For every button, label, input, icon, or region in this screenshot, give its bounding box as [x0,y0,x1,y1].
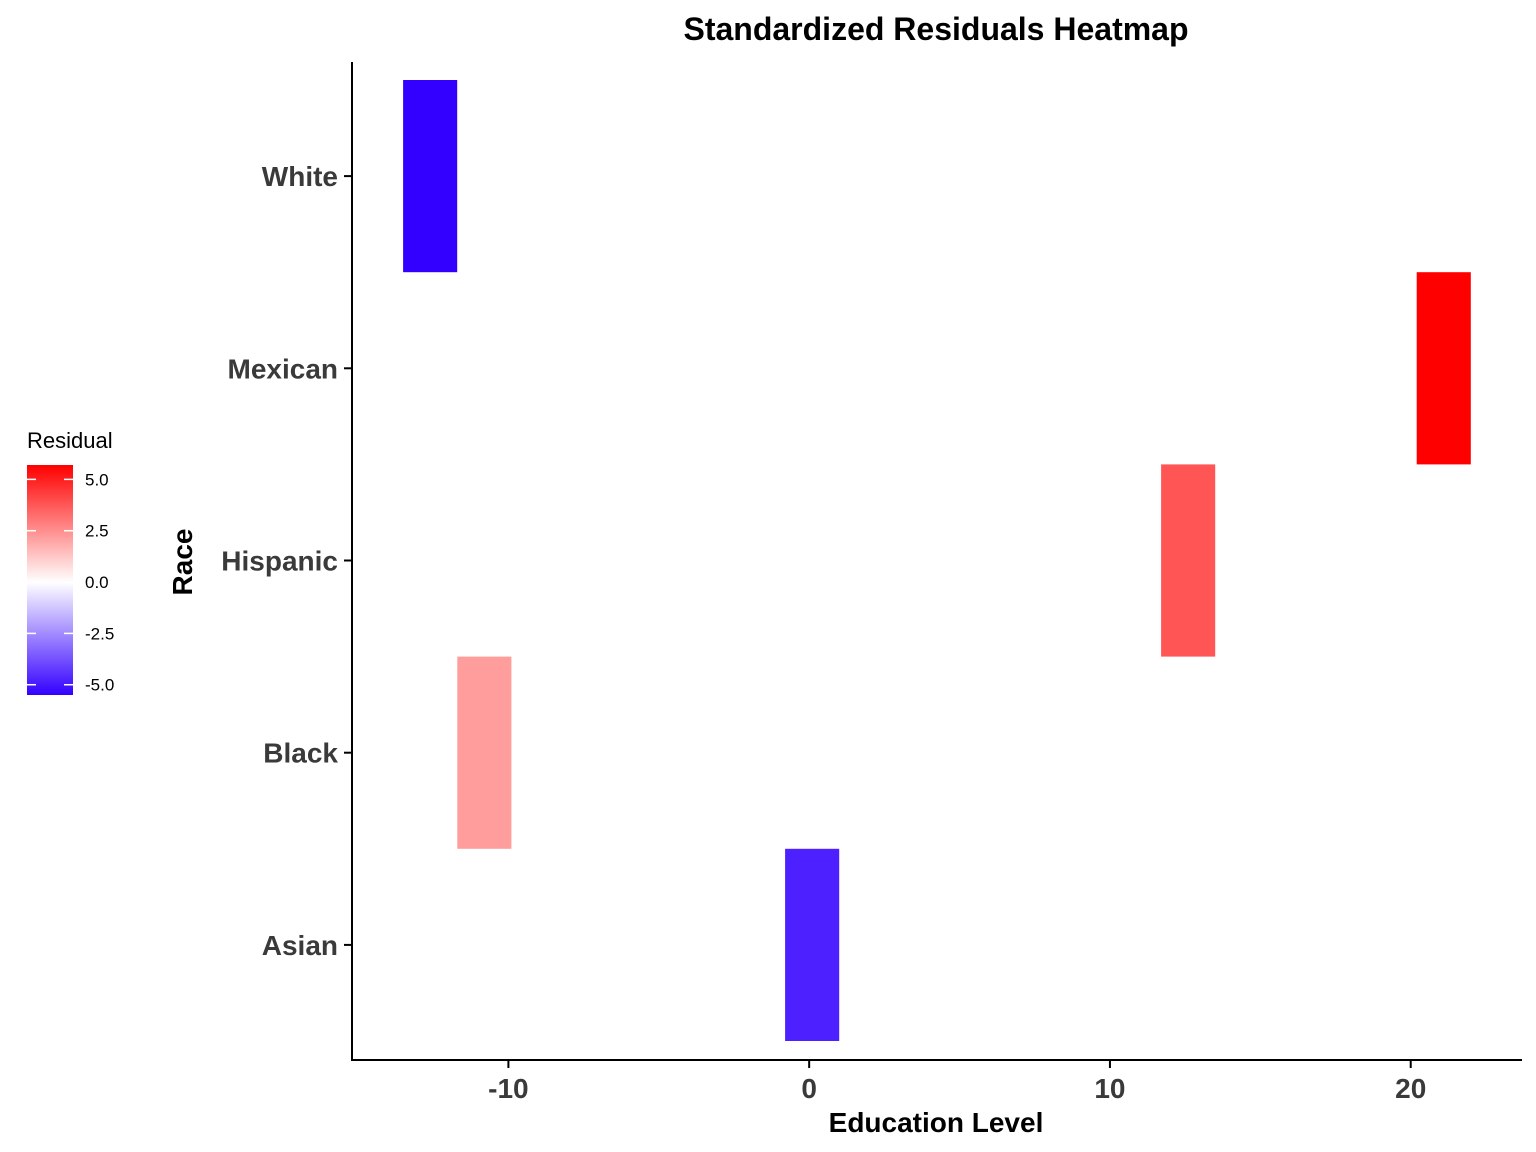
heatmap-cell-asian [785,848,840,1041]
x-axis-ticks: -10 0 10 20 [488,1060,1426,1104]
heatmap-cell-black [457,656,512,849]
y-tick-label-white: White [262,161,338,192]
x-tick-label: 20 [1395,1073,1426,1104]
y-axis-ticks: Asian Black Hispanic Mexican White [221,161,352,961]
y-tick-label-mexican: Mexican [228,353,339,384]
x-tick-label: 10 [1094,1073,1125,1104]
heatmap-cell-mexican [1416,272,1471,465]
legend-tick-label: -2.5 [85,624,114,643]
legend-tick-label: 5.0 [85,470,109,489]
legend-tick-label: -5.0 [85,676,114,695]
legend-title: Residual [27,428,113,453]
legend-ticks: 5.0 2.5 0.0 -2.5 -5.0 [27,470,114,695]
x-axis-title: Education Level [829,1107,1044,1138]
color-legend: Residual 5.0 2.5 0.0 -2.5 -5.0 [27,428,114,695]
y-tick-label-black: Black [263,738,338,769]
chart-title: Standardized Residuals Heatmap [683,11,1188,47]
x-tick-label: -10 [488,1073,528,1104]
y-tick-label-asian: Asian [262,930,338,961]
y-tick-label-hispanic: Hispanic [221,546,338,577]
legend-colorbar [27,465,73,695]
heatmap-cell-white [403,80,458,273]
heatmap-cells [403,80,1471,1041]
legend-tick-label: 0.0 [85,573,109,592]
legend-tick-label: 2.5 [85,522,109,541]
x-tick-label: 0 [801,1073,817,1104]
heatmap-cell-hispanic [1161,464,1216,657]
y-axis-title: Race [167,529,198,596]
